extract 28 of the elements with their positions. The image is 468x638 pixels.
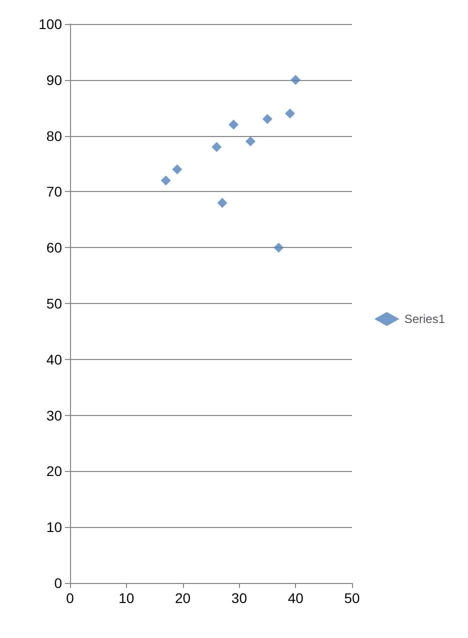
point	[160, 176, 171, 186]
point	[274, 242, 284, 253]
y-tick-label: 70	[46, 184, 62, 200]
x-tick-label: 50	[344, 590, 360, 606]
point	[172, 164, 182, 174]
point	[245, 136, 256, 146]
point	[290, 74, 301, 85]
point	[217, 198, 228, 208]
x-tick-label: 40	[288, 590, 304, 606]
y-tick-label: 90	[46, 72, 62, 88]
y-tick-label: 100	[38, 16, 62, 32]
y-tick-label: 30	[46, 407, 62, 424]
y-tick-label: 20	[46, 463, 62, 480]
x-tick-label: 30	[231, 590, 248, 606]
y-tick-label: 60	[46, 240, 62, 256]
x-tick-label: 0	[66, 590, 74, 606]
x-tick-label: 20	[175, 590, 191, 606]
x-tick-label: 10	[118, 590, 134, 606]
point	[228, 120, 239, 130]
point	[212, 142, 222, 152]
y-tick-label: 80	[46, 128, 62, 144]
point	[284, 108, 295, 118]
y-tick-label: 0	[54, 575, 62, 591]
point	[262, 114, 272, 124]
y-tick-label: 50	[46, 296, 62, 312]
legend-label: Series1	[404, 312, 446, 326]
y-tick-label: 10	[46, 519, 62, 536]
y-tick-label: 40	[46, 351, 62, 368]
